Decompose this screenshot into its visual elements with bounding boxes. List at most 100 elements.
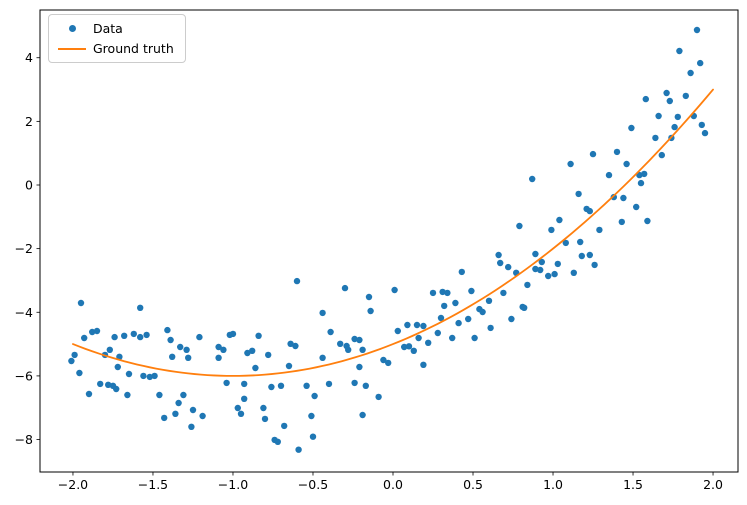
legend-swatch <box>58 47 86 50</box>
data-point <box>500 289 507 297</box>
data-point <box>169 353 176 360</box>
data-point <box>437 314 445 322</box>
data-point <box>628 124 635 132</box>
data-point <box>319 309 326 317</box>
data-point <box>487 324 494 332</box>
data-point <box>295 446 302 453</box>
data-point <box>674 113 681 121</box>
data-point <box>538 258 545 266</box>
data-point <box>268 383 275 391</box>
x-tick-label: 1.5 <box>623 477 643 492</box>
legend-swatch <box>58 25 86 32</box>
data-point <box>666 97 673 105</box>
data-point <box>277 382 285 389</box>
data-point <box>415 334 422 342</box>
data-point <box>175 399 182 407</box>
x-tick-label: 0.5 <box>463 477 483 492</box>
y-tick-label: 2 <box>25 114 33 129</box>
data-point <box>508 315 515 323</box>
data-point <box>449 334 456 342</box>
data-point <box>359 411 366 419</box>
data-point <box>479 308 486 316</box>
data-point <box>586 207 593 215</box>
data-point <box>180 391 187 399</box>
data-point <box>327 328 334 336</box>
data-point <box>265 351 272 359</box>
y-tick-label: −2 <box>15 241 33 256</box>
data-point <box>261 415 269 423</box>
data-point <box>183 346 190 353</box>
data-point <box>405 343 413 350</box>
data-point <box>578 252 585 260</box>
data-point <box>394 327 401 335</box>
data-point <box>618 218 625 226</box>
y-tick-label: 0 <box>25 178 33 193</box>
data-point <box>367 307 374 315</box>
data-point <box>77 299 85 307</box>
data-point <box>85 390 93 398</box>
data-point <box>658 151 665 159</box>
data-point <box>124 391 131 399</box>
data-point <box>434 329 441 337</box>
data-point <box>255 332 262 339</box>
data-point <box>537 266 544 274</box>
data-point <box>698 121 705 129</box>
data-point <box>223 379 230 387</box>
data-point <box>663 89 670 97</box>
data-point <box>465 315 472 323</box>
data-point <box>642 95 649 103</box>
data-point <box>249 347 256 354</box>
data-point <box>116 353 123 360</box>
data-point <box>125 370 133 378</box>
data-point <box>113 385 120 393</box>
data-point <box>188 423 195 430</box>
data-point <box>356 336 363 344</box>
data-point <box>177 343 184 351</box>
data-point <box>199 412 206 420</box>
data-point <box>146 373 153 381</box>
data-point <box>589 150 597 158</box>
data-point <box>605 171 613 179</box>
x-tick-label: −2.0 <box>58 477 88 492</box>
data-point <box>351 335 358 343</box>
data-point <box>441 302 448 310</box>
data-point <box>562 239 569 247</box>
data-point <box>429 289 437 297</box>
data-point <box>351 379 358 387</box>
data-point <box>285 362 293 370</box>
data-point <box>93 327 101 335</box>
data-point <box>260 404 267 412</box>
data-point <box>121 332 128 339</box>
data-point <box>420 322 427 330</box>
data-point <box>385 359 392 367</box>
data-point <box>682 92 689 100</box>
data-point <box>671 123 678 131</box>
data-point <box>420 361 427 368</box>
data-point <box>545 272 552 280</box>
data-point <box>613 148 621 156</box>
x-tick-label: 0.0 <box>383 477 403 492</box>
ground-truth-line-icon <box>58 47 86 50</box>
data-point <box>620 194 627 202</box>
ground-truth-curve <box>72 88 714 377</box>
legend-item-ground-truth: Ground truth <box>58 40 175 57</box>
data-point <box>167 336 174 344</box>
data-point <box>532 265 539 273</box>
data-point <box>309 433 317 440</box>
data-point <box>161 414 168 422</box>
data-point <box>220 346 227 353</box>
data-point <box>641 170 648 178</box>
plot-border <box>39 9 739 473</box>
data-point <box>151 372 158 380</box>
data-point <box>172 410 179 417</box>
data-point <box>529 175 536 183</box>
data-point <box>287 340 294 347</box>
data-point <box>554 260 561 268</box>
data-point <box>196 333 203 341</box>
data-point <box>577 238 584 246</box>
data-marker-icon <box>68 25 76 32</box>
data-point <box>575 190 582 198</box>
data-point <box>458 268 465 276</box>
data-point <box>556 216 563 224</box>
